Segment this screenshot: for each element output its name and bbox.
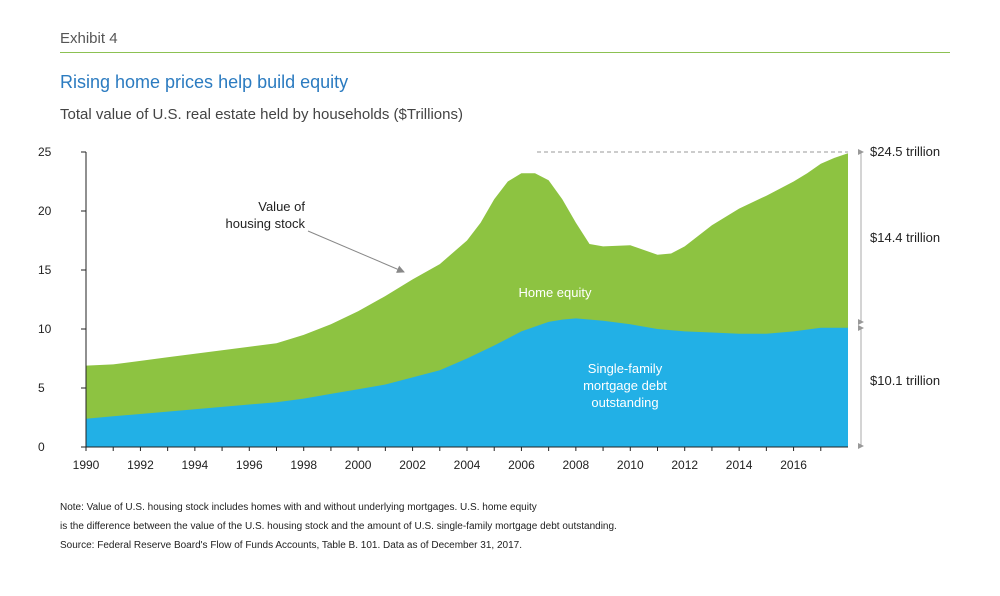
y-tick-label: 5	[38, 381, 45, 395]
y-tick-label: 10	[38, 322, 52, 336]
x-tick-label: 1990	[73, 458, 100, 472]
x-tick-label: 2012	[671, 458, 698, 472]
housing-stock-label-line1: Value of	[258, 199, 305, 214]
debt-label-line1: Single-family	[588, 361, 663, 376]
x-tick-label: 2004	[454, 458, 481, 472]
debt-label-line3: outstanding	[591, 395, 658, 410]
mortgage-debt-area	[86, 318, 848, 447]
chart-subtitle: Total value of U.S. real estate held by …	[60, 106, 463, 123]
debt-label-line2: mortgage debt	[583, 378, 667, 393]
exhibit-label: Exhibit 4	[60, 30, 118, 47]
housing-stock-label-line2: housing stock	[226, 216, 306, 231]
chart-title: Rising home prices help build equity	[60, 72, 349, 92]
x-tick-label: 2002	[399, 458, 426, 472]
y-tick-label: 0	[38, 440, 45, 454]
source-line: Source: Federal Reserve Board's Flow of …	[60, 540, 522, 551]
footnotes: Note: Value of U.S. housing stock includ…	[60, 498, 960, 555]
note-line-2: is the difference between the value of t…	[60, 521, 617, 532]
home-equity-label: Home equity	[519, 285, 592, 300]
x-tick-label: 2008	[563, 458, 590, 472]
y-tick-label: 25	[38, 145, 52, 159]
x-tick-label: 1994	[182, 458, 209, 472]
y-tick-label: 15	[38, 263, 52, 277]
x-tick-label: 1992	[127, 458, 154, 472]
housing-stock-pointer	[307, 230, 405, 273]
debt-amount-label: $10.1 trillion	[870, 373, 940, 388]
header-divider	[60, 52, 950, 53]
x-tick-label: 2010	[617, 458, 644, 472]
x-tick-label: 2016	[780, 458, 807, 472]
y-tick-label: 20	[38, 204, 52, 218]
equity-amount-label: $14.4 trillion	[870, 230, 940, 245]
x-tick-label: 2006	[508, 458, 535, 472]
x-tick-label: 2014	[726, 458, 753, 472]
x-tick-label: 2000	[345, 458, 372, 472]
note-line-1: Note: Value of U.S. housing stock includ…	[60, 502, 537, 513]
x-tick-label: 1996	[236, 458, 263, 472]
total-value-label: $24.5 trillion	[870, 144, 940, 159]
x-tick-label: 1998	[290, 458, 317, 472]
